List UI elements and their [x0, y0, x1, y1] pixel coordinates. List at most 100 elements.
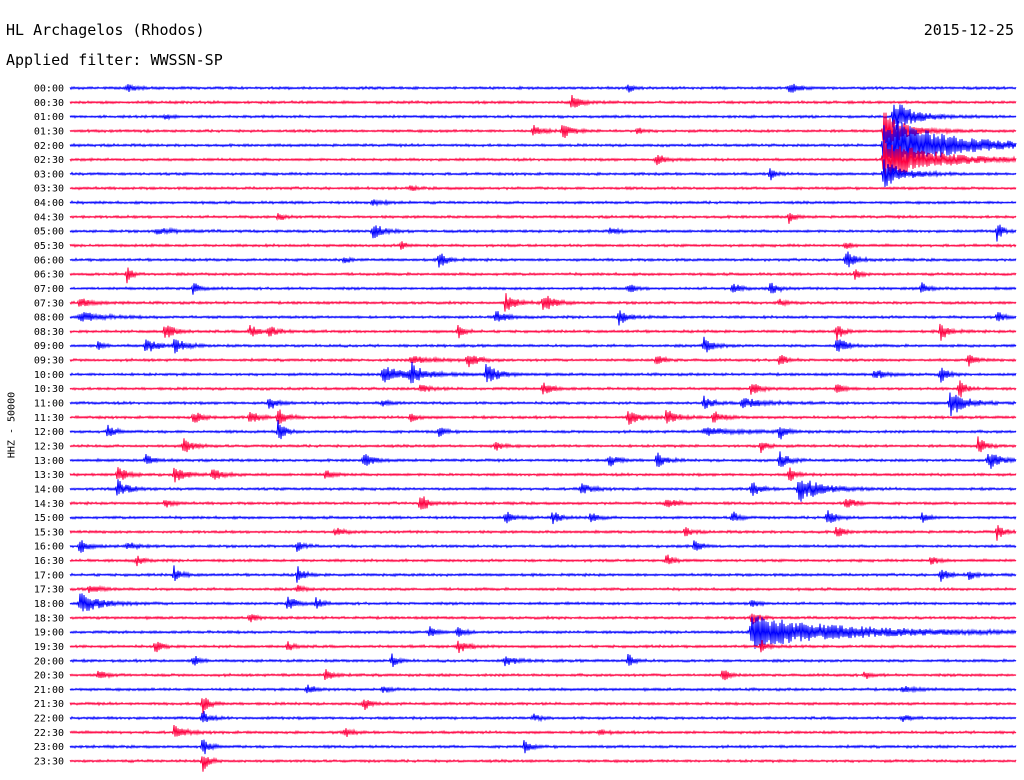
trace-line — [69, 669, 1017, 681]
time-label: 08:30 — [34, 327, 64, 338]
time-label: 02:00 — [34, 141, 64, 152]
time-label: 14:00 — [34, 484, 64, 495]
trace-line — [69, 241, 1017, 250]
trace-line — [69, 213, 1017, 224]
trace-line — [69, 419, 1017, 440]
trace-line — [69, 451, 1017, 469]
trace-line — [69, 83, 1017, 93]
time-label: 21:00 — [34, 685, 64, 696]
time-label: 10:00 — [34, 370, 64, 381]
time-label: 18:00 — [34, 599, 64, 610]
time-label: 18:30 — [34, 613, 64, 624]
trace-line — [69, 613, 1017, 625]
filter-line: Applied filter: WWSSN-SP — [6, 51, 223, 69]
trace-line — [69, 653, 1017, 667]
time-label: 05:30 — [34, 241, 64, 252]
trace-line — [69, 310, 1017, 326]
trace-line — [69, 361, 1017, 384]
trace-line — [69, 282, 1017, 295]
time-label: 12:00 — [34, 427, 64, 438]
time-label: 11:30 — [34, 413, 64, 424]
trace-line — [69, 540, 1017, 553]
trace-line — [69, 112, 1017, 144]
trace-line — [69, 392, 1017, 416]
time-label: 01:00 — [34, 112, 64, 123]
trace-line — [69, 198, 1017, 207]
time-label: 13:30 — [34, 470, 64, 481]
time-label: 09:30 — [34, 356, 64, 367]
time-label: 09:00 — [34, 341, 64, 352]
trace-layer — [69, 83, 1017, 772]
trace-line — [69, 640, 1017, 654]
trace-line — [69, 684, 1017, 694]
time-label: 21:30 — [34, 699, 64, 710]
trace-line — [69, 554, 1017, 567]
time-label: 23:30 — [34, 757, 64, 768]
time-label: 05:00 — [34, 227, 64, 238]
time-label: 20:30 — [34, 671, 64, 682]
trace-line — [69, 94, 1017, 108]
time-label: 12:30 — [34, 441, 64, 452]
time-label: 07:30 — [34, 298, 64, 309]
time-label: 22:30 — [34, 728, 64, 739]
time-label: 00:00 — [34, 84, 64, 95]
trace-line — [69, 584, 1017, 594]
trace-line — [69, 525, 1017, 541]
time-label: 13:00 — [34, 456, 64, 467]
time-label: 02:30 — [34, 155, 64, 166]
trace-line — [69, 293, 1017, 312]
time-label: 03:30 — [34, 184, 64, 195]
trace-line — [69, 184, 1017, 191]
trace-line — [69, 336, 1017, 354]
trace-line — [69, 496, 1017, 510]
time-label: 17:30 — [34, 585, 64, 596]
time-label: 06:30 — [34, 270, 64, 281]
trace-line — [69, 436, 1017, 453]
time-label: 19:00 — [34, 628, 64, 639]
trace-line — [69, 409, 1017, 425]
trace-line — [69, 380, 1017, 398]
filter-label: Applied filter: — [6, 51, 142, 69]
trace-line — [69, 616, 1017, 649]
time-label: 08:00 — [34, 313, 64, 324]
trace-line — [69, 739, 1017, 755]
time-label: 22:00 — [34, 714, 64, 725]
trace-line — [69, 224, 1017, 242]
trace-line — [69, 479, 1017, 502]
time-label: 15:00 — [34, 513, 64, 524]
time-label: 01:30 — [34, 126, 64, 137]
time-label: 00:30 — [34, 98, 64, 109]
time-label: 10:30 — [34, 384, 64, 395]
time-label: 23:00 — [34, 742, 64, 753]
trace-line — [69, 120, 1017, 176]
time-label: 16:30 — [34, 556, 64, 567]
time-label: 04:30 — [34, 212, 64, 223]
trace-line — [69, 565, 1017, 583]
trace-line — [69, 267, 1017, 284]
time-label: 03:00 — [34, 169, 64, 180]
filter-value: WWSSN-SP — [150, 51, 223, 69]
time-label: 17:00 — [34, 570, 64, 581]
time-label: 20:00 — [34, 656, 64, 667]
time-label: 11:00 — [34, 399, 64, 410]
plot-date: 2015-12-25 — [923, 21, 1014, 39]
trace-line — [69, 697, 1017, 714]
time-label: 07:00 — [34, 284, 64, 295]
trace-line — [69, 251, 1017, 268]
time-label: 06:00 — [34, 255, 64, 266]
trace-line — [69, 139, 1017, 177]
time-label: 19:30 — [34, 642, 64, 653]
station-title: HL Archagelos (Rhodos) — [6, 21, 205, 39]
trace-line — [69, 323, 1017, 341]
time-label: 04:00 — [34, 198, 64, 209]
time-label: 14:30 — [34, 499, 64, 510]
trace-line — [69, 159, 1017, 187]
trace-line — [69, 510, 1017, 525]
time-label-layer: 00:00 00:30 01:00 01:30 02:00 02:30 03:00 03:30… — [34, 84, 64, 768]
trace-line — [69, 756, 1017, 772]
trace-line — [69, 354, 1017, 368]
trace-line — [69, 593, 1017, 612]
trace-line — [69, 104, 1017, 131]
time-label: 16:00 — [34, 542, 64, 553]
